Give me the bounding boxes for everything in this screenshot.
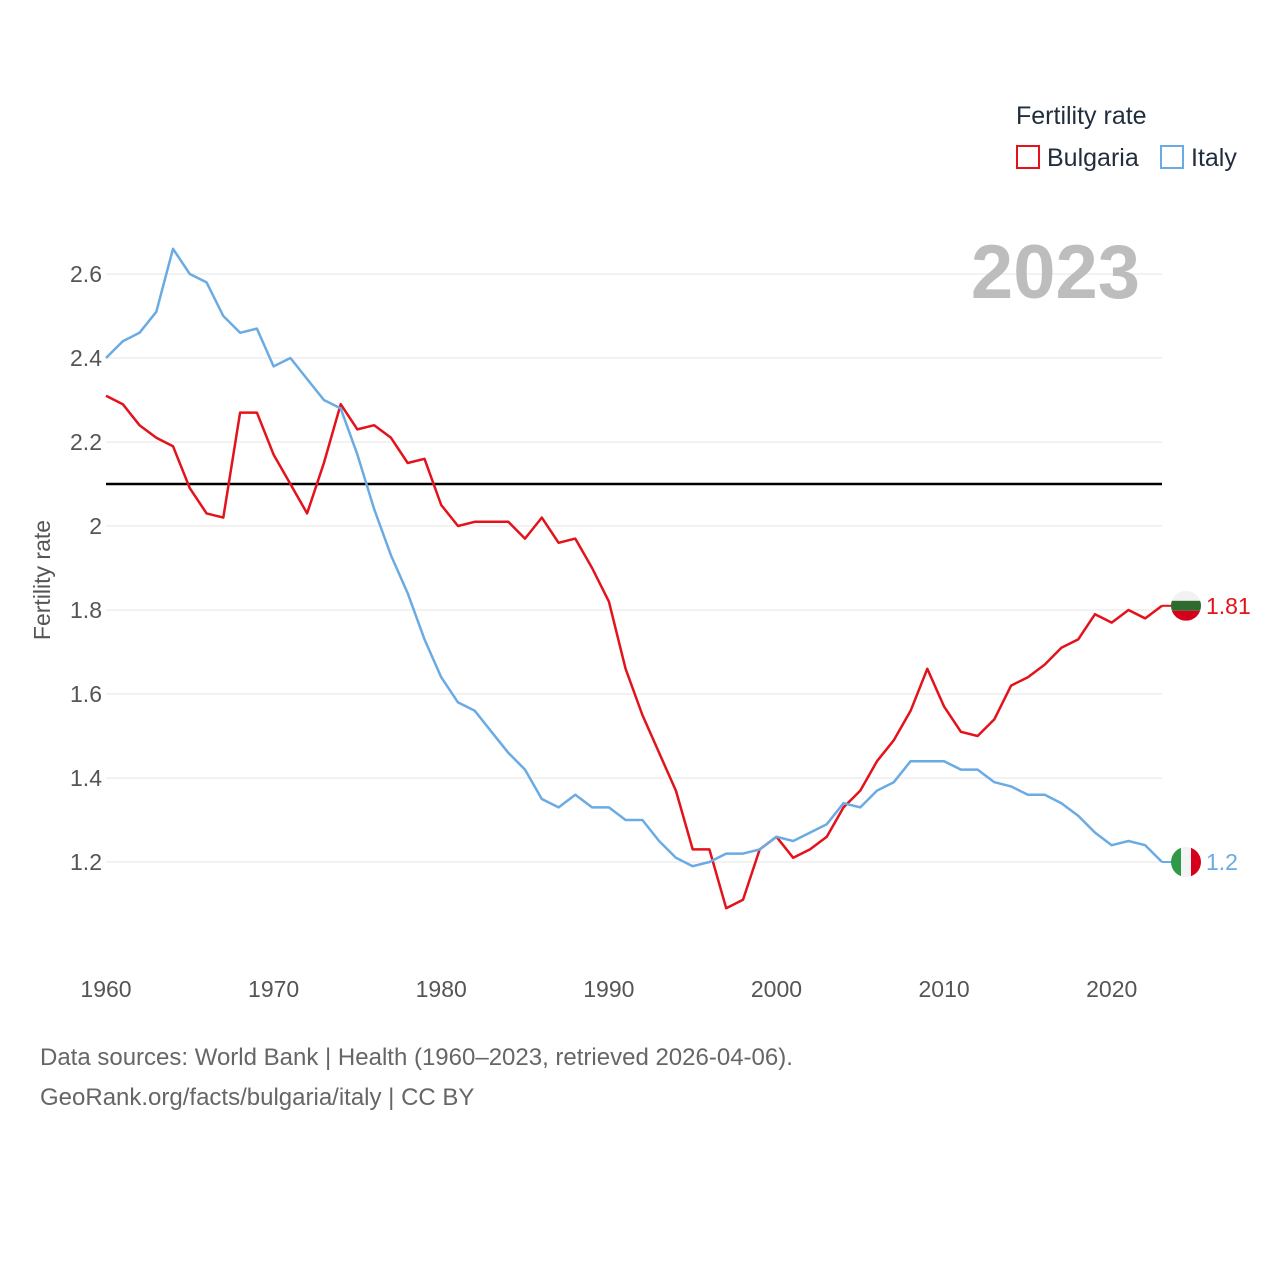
footer-sources: Data sources: World Bank | Health (1960–… xyxy=(40,1044,793,1071)
legend-title: Fertility rate xyxy=(1016,102,1147,130)
y-tick-label: 2 xyxy=(89,513,102,539)
end-value-label-italy: 1.2 xyxy=(1206,849,1238,875)
y-axis-ticks: 1.2 1.4 1.6 1.8 2 2.2 2.4 2.6 xyxy=(70,261,102,875)
y-tick-label: 1.4 xyxy=(70,765,102,791)
legend-label-bulgaria: Bulgaria xyxy=(1047,144,1139,172)
series-lines xyxy=(105,247,1163,910)
gridlines xyxy=(106,273,1162,863)
legend-item-bulgaria[interactable]: Bulgaria xyxy=(1016,144,1139,172)
legend: Fertility rate Bulgaria Italy xyxy=(1016,102,1237,172)
bulgaria-flag-icon xyxy=(1171,590,1201,621)
year-label: 2023 xyxy=(971,230,1140,315)
x-tick-label: 1990 xyxy=(583,976,634,1002)
x-tick-label: 2000 xyxy=(751,976,802,1002)
series-line-bulgaria xyxy=(105,394,1163,910)
y-tick-label: 2.4 xyxy=(70,345,102,371)
end-value-label-bulgaria: 1.81 xyxy=(1206,593,1251,619)
x-tick-label: 1970 xyxy=(248,976,299,1002)
x-tick-label: 2010 xyxy=(919,976,970,1002)
y-tick-label: 2.2 xyxy=(70,429,102,455)
legend-label-italy: Italy xyxy=(1191,144,1237,172)
y-axis-title: Fertility rate xyxy=(29,520,55,640)
end-markers: 1.81 1.2 xyxy=(1162,590,1251,877)
y-tick-label: 1.6 xyxy=(70,681,102,707)
x-axis-ticks: 1960 1970 1980 1990 2000 2010 2020 xyxy=(80,976,1137,1002)
x-tick-label: 1980 xyxy=(416,976,467,1002)
legend-swatch-bulgaria xyxy=(1016,145,1040,169)
legend-item-italy[interactable]: Italy xyxy=(1160,144,1237,172)
series-line-italy xyxy=(105,247,1163,868)
x-tick-label: 2020 xyxy=(1086,976,1137,1002)
footer-link[interactable]: GeoRank.org/facts/bulgaria/italy | CC BY xyxy=(40,1084,475,1111)
y-tick-label: 1.2 xyxy=(70,849,102,875)
italy-flag-icon xyxy=(1171,847,1201,877)
y-tick-label: 1.8 xyxy=(70,597,102,623)
x-tick-label: 1960 xyxy=(80,976,131,1002)
fertility-rate-chart: 1.2 1.4 1.6 1.8 2 2.2 2.4 2.6 1960 1970 1980 1990 2… xyxy=(29,102,1251,1002)
y-tick-label: 2.6 xyxy=(70,261,102,287)
legend-swatch-italy xyxy=(1160,145,1184,169)
